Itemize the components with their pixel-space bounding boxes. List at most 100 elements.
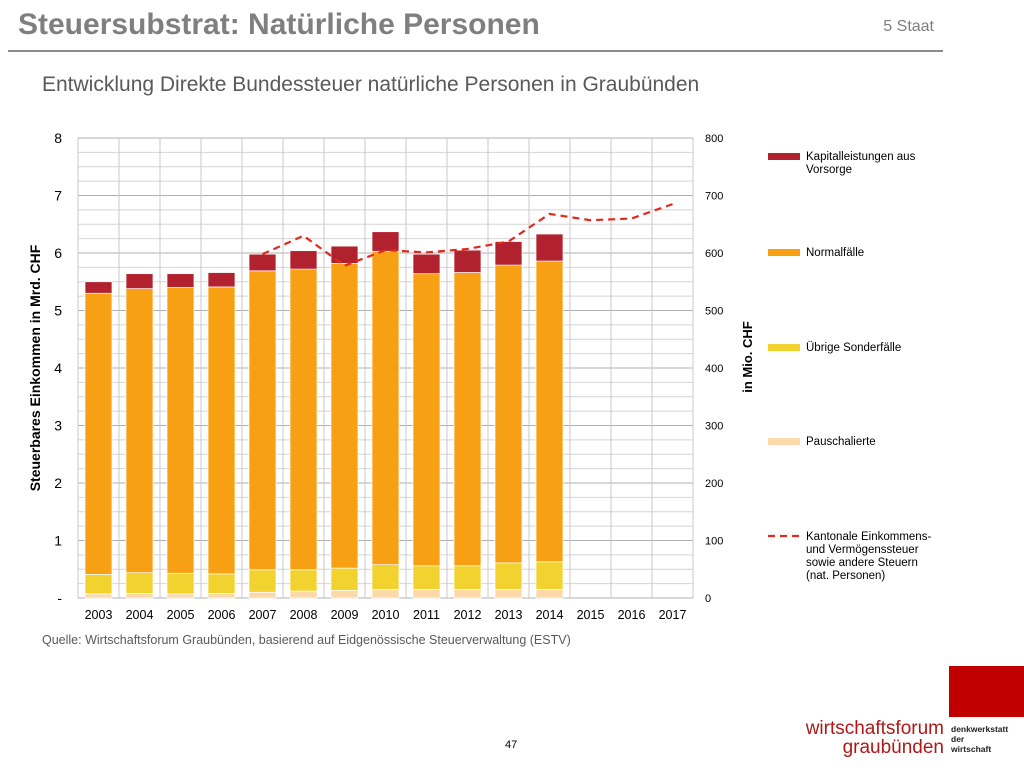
- brand-tag-line1: denkwerkstatt: [951, 724, 1009, 734]
- legend-label: Normalfälle: [806, 247, 864, 259]
- bar-segment: [494, 562, 523, 590]
- bar-segment: [248, 591, 277, 599]
- chart-title: Entwicklung Direkte Bundessteuer natürli…: [42, 73, 700, 96]
- bar-segment: [166, 572, 195, 595]
- bar-segment: [84, 574, 113, 595]
- y-left-tick-label: 3: [54, 418, 62, 434]
- bar-segment: [494, 264, 523, 564]
- brand-name-line2: graubünden: [842, 737, 944, 758]
- bar-segment: [494, 241, 523, 266]
- bar-segment: [84, 292, 113, 575]
- bar-segment: [125, 593, 154, 599]
- x-tick-label: 2015: [577, 608, 605, 622]
- bar-segment: [84, 281, 113, 294]
- x-tick-label: 2012: [454, 608, 482, 622]
- y-right-tick-label: 700: [705, 191, 723, 203]
- source-note: Quelle: Wirtschaftsforum Graubünden, bas…: [42, 633, 571, 647]
- section-label: 5 Staat: [883, 18, 934, 35]
- bar-segment: [412, 273, 441, 567]
- x-tick-label: 2005: [167, 608, 195, 622]
- y-left-axis-title: Steuerbares Einkommen in Mrd. CHF: [27, 244, 43, 491]
- brand-tag-line2: der: [951, 734, 965, 744]
- legend-swatch: [768, 153, 800, 160]
- bar-segment: [289, 268, 318, 571]
- bar-segment: [494, 589, 523, 599]
- legend-swatch: [768, 438, 800, 445]
- x-tick-label: 2016: [618, 608, 646, 622]
- bar-segment: [453, 565, 482, 590]
- bar-segment: [125, 288, 154, 574]
- bar-segment: [330, 567, 359, 591]
- bar-segment: [412, 589, 441, 599]
- bar-segment: [84, 593, 113, 599]
- legend-swatch: [768, 249, 800, 256]
- brand-name-line1: wirtschaftsforum: [805, 718, 944, 739]
- bar-segment: [125, 273, 154, 290]
- bar-segment: [535, 589, 564, 599]
- y-left-tick-label: 2: [54, 475, 62, 491]
- bar-segment: [453, 272, 482, 567]
- y-left-tick-label: 8: [54, 130, 62, 146]
- bar-segment: [248, 569, 277, 593]
- legend-label: Kantonale Einkommens-und Vermögenssteuer…: [806, 531, 931, 582]
- x-tick-label: 2003: [85, 608, 113, 622]
- bar-segment: [535, 561, 564, 590]
- x-tick-label: 2008: [290, 608, 318, 622]
- y-right-tick-label: 500: [705, 306, 723, 318]
- y-left-tick-label: 4: [54, 360, 62, 376]
- y-right-tick-label: 100: [705, 536, 723, 548]
- bar-segment: [289, 250, 318, 270]
- bar-segment: [330, 590, 359, 599]
- bar-segment: [207, 593, 236, 599]
- x-tick-label: 2013: [495, 608, 523, 622]
- brand-tagline: denkwerkstatt der wirtschaft: [951, 724, 1008, 754]
- x-tick-label: 2011: [413, 608, 440, 622]
- legend-label: Pauschalierte: [806, 436, 876, 448]
- y-left-tick-label: 7: [54, 188, 62, 204]
- bar-segment: [535, 260, 564, 563]
- bar-segment: [535, 233, 564, 262]
- bar-segment: [330, 263, 359, 569]
- bar-segment: [166, 287, 195, 574]
- bar-segment: [371, 250, 400, 565]
- y-left-tick-label: 5: [54, 303, 62, 319]
- bar-segment: [330, 245, 359, 264]
- bar-segment: [207, 272, 236, 288]
- slide-title: Steuersubstrat: Natürliche Personen: [18, 8, 540, 41]
- brand-logo-block: [949, 666, 1024, 717]
- legend-label: Kapitalleistungen aus Vorsorge: [806, 151, 916, 176]
- x-tick-label: 2006: [208, 608, 236, 622]
- y-right-tick-label: 200: [705, 478, 723, 490]
- bar-segment: [453, 589, 482, 599]
- y-right-tick-label: 600: [705, 248, 723, 260]
- y-right-axis-title: in Mio. CHF: [740, 321, 755, 393]
- x-tick-label: 2007: [249, 608, 277, 622]
- legend-swatch: [768, 344, 800, 351]
- brand-tag-line3: wirtschaft: [951, 744, 992, 754]
- bar-segment: [412, 565, 441, 590]
- bar-segment: [371, 589, 400, 599]
- bar-segment: [207, 573, 236, 594]
- bar-segment: [412, 253, 441, 275]
- y-right-tick-label: 300: [705, 421, 723, 433]
- bar-segment: [289, 569, 318, 592]
- bar-segment: [248, 270, 277, 571]
- x-tick-label: 2014: [536, 608, 564, 622]
- bar-segment: [371, 231, 400, 252]
- x-tick-label: 2009: [331, 608, 359, 622]
- bar-segment: [453, 249, 482, 273]
- bar-segment: [166, 273, 195, 288]
- y-left-tick-label: 1: [54, 533, 62, 549]
- bar-segment: [166, 593, 195, 599]
- bar-segment: [371, 564, 400, 590]
- bar-segment: [125, 572, 154, 594]
- y-left-tick-label: -: [57, 590, 62, 606]
- x-tick-label: 2010: [372, 608, 400, 622]
- x-tick-label: 2017: [659, 608, 687, 622]
- bar-segment: [248, 253, 277, 272]
- line-series-kantonale: [262, 203, 673, 267]
- legend-label: Übrige Sonderfälle: [806, 342, 901, 354]
- y-left-tick-label: 6: [54, 245, 62, 261]
- y-right-tick-label: 400: [705, 363, 723, 375]
